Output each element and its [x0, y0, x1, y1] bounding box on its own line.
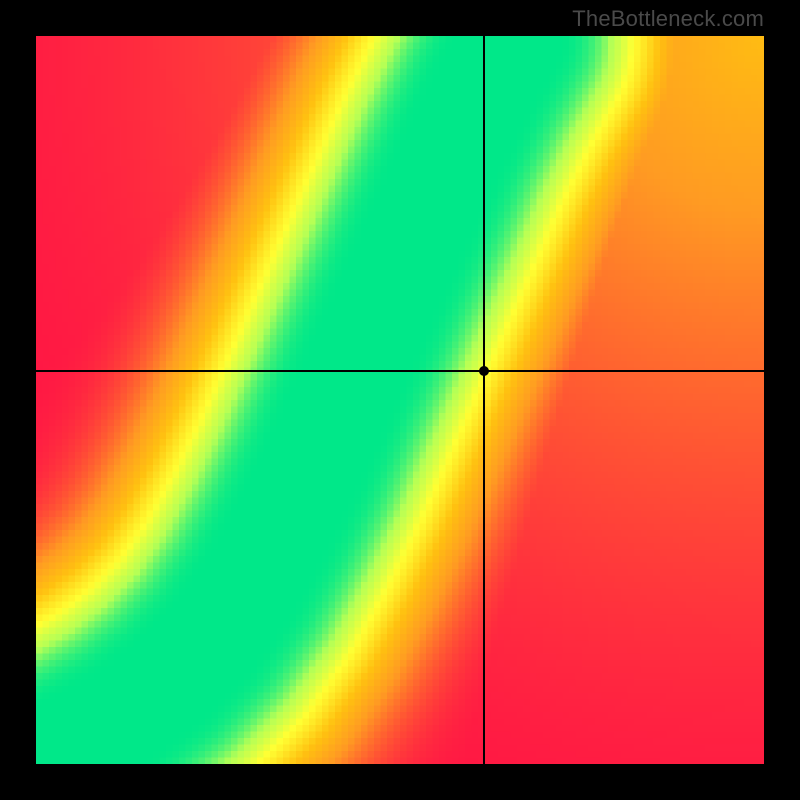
crosshair-horizontal [36, 370, 764, 372]
plot-area [36, 36, 764, 764]
crosshair-vertical [483, 36, 485, 764]
crosshair-marker [479, 366, 489, 376]
heatmap-canvas [36, 36, 764, 764]
watermark-text: TheBottleneck.com [572, 6, 764, 32]
